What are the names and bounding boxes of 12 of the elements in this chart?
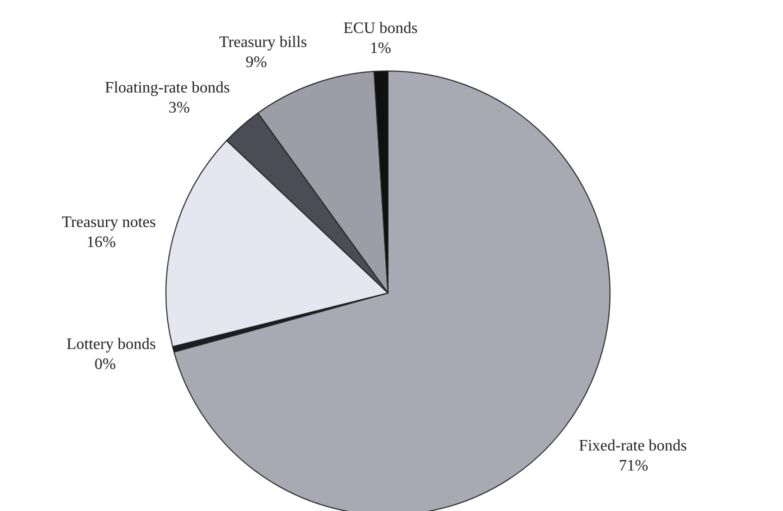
data-label: 0% bbox=[94, 356, 116, 373]
slice-label: Treasury bills bbox=[219, 34, 308, 52]
slice-label: Fixed-rate bonds bbox=[578, 437, 687, 454]
slice-label: Lottery bonds bbox=[66, 336, 156, 353]
slice-label: ECU bonds bbox=[343, 20, 418, 38]
slice-label: Floating-rate bonds bbox=[104, 80, 230, 97]
data-label: 9% bbox=[246, 54, 268, 72]
data-label: 1% bbox=[370, 40, 392, 58]
data-label: 71% bbox=[618, 457, 648, 474]
data-label: 16% bbox=[86, 234, 116, 252]
data-label: 3% bbox=[168, 100, 190, 117]
slice-label: Treasury notes bbox=[62, 214, 156, 232]
